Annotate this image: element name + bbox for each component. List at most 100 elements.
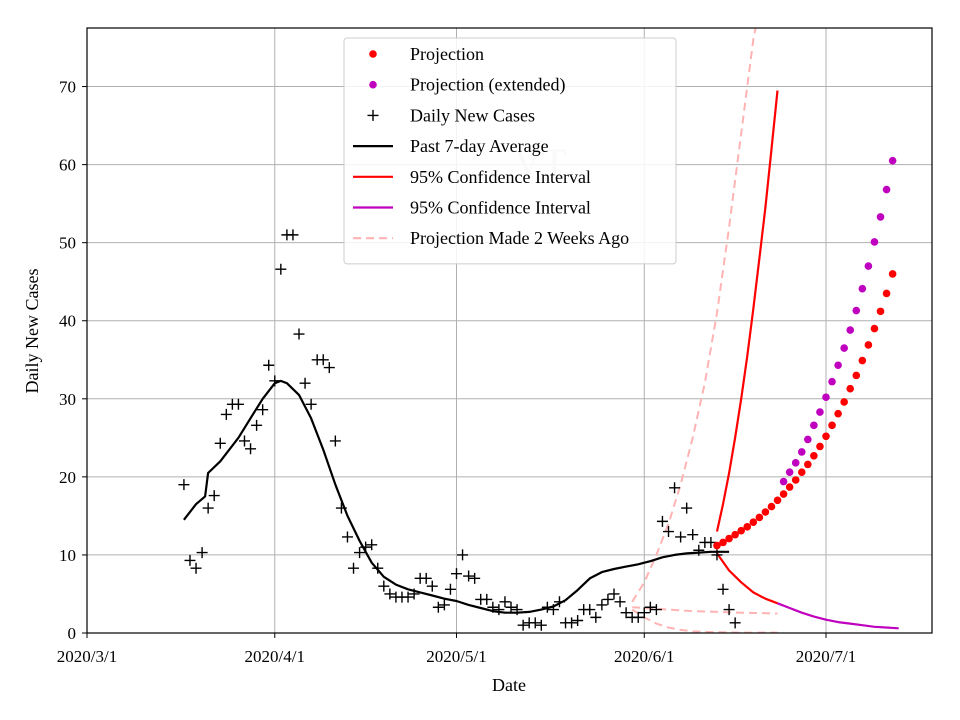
legend-box [343,37,677,265]
daily-case-marker [245,443,257,455]
old-projection-middle [632,606,778,615]
daily-case-marker [238,435,250,447]
projection-extended-point [804,435,812,444]
y-axis-label: Daily New Cases [22,269,42,394]
projection-extended-point [791,459,800,467]
daily-case-marker [517,619,529,631]
daily-case-marker [687,529,699,541]
daily-case-marker [511,604,523,616]
projection-point [719,538,727,547]
daily-case-marker [681,502,693,514]
daily-case-marker [723,604,735,616]
daily-case-marker [541,601,553,613]
projection-point [816,442,824,451]
daily-case-marker [656,515,668,527]
daily-case-marker [202,502,214,514]
projection-extended-point [828,377,836,386]
daily-case-marker [378,580,390,592]
projection-point [888,270,897,278]
daily-case-marker [711,549,723,561]
daily-case-marker [178,479,190,491]
daily-case-marker [596,599,608,611]
projection-point [870,324,879,333]
y-tick-label: 50 [59,234,76,253]
projection-point [846,384,855,393]
projection-point [858,356,867,365]
daily-case-marker [481,593,493,605]
x-tick-label: 2020/6/1 [614,647,674,666]
projection-extended-point [882,185,891,194]
daily-case-marker [251,419,263,431]
y-tick-label: 30 [59,390,76,409]
daily-case-marker [360,541,372,553]
projection-point [864,341,873,349]
projection-extended-point [834,361,842,370]
daily-case-marker [323,362,335,374]
daily-case-marker [214,437,226,449]
daily-case-marker [566,617,578,629]
daily-case-marker [444,583,456,595]
daily-case-marker [426,580,438,592]
daily-case-marker [450,568,462,580]
projection-point [767,502,776,511]
daily-case-marker [335,502,347,514]
daily-case-marker [614,596,626,608]
daily-case-marker [487,601,499,613]
daily-case-marker [705,536,717,548]
projection-point [755,513,764,522]
projection-point [779,490,788,498]
ci-purple-lower [777,602,899,630]
legend-label: Daily New Cases [410,105,535,125]
projection-extended-point [810,421,818,430]
daily-case-marker [535,619,547,631]
daily-case-marker [190,562,202,574]
projection-extended-point [840,344,848,352]
projection-extended-point [870,238,879,246]
daily-case-marker [602,593,614,605]
projection-point [725,534,733,543]
axis-ticks: 2020/3/1 2020/4/1 2020/5/1 2020/6/1 2020/7/1… [57,78,856,666]
projection-point [840,398,848,406]
daily-case-marker [469,572,481,584]
daily-case-marker [432,601,444,613]
daily-case-marker [457,549,469,561]
daily-case-marker [354,547,366,559]
daily-case-marker [420,572,432,584]
y-tick-label: 0 [68,624,77,643]
projection-extended-point [779,477,788,486]
daily-case-marker [438,599,450,611]
legend-label: Projection Made 2 Weeks Ago [410,228,629,248]
projection-point [761,508,770,516]
projection-point [797,468,806,476]
legend-label: 95% Confidence Interval [410,167,591,187]
ci-red-upper [715,90,779,532]
daily-case-marker [372,562,384,574]
daily-case-marker [275,263,287,275]
daily-case-marker [493,604,505,616]
daily-case-marker [402,591,414,603]
plot-series [178,28,899,633]
daily-case-marker [729,617,741,629]
daily-case-marker [384,588,396,600]
daily-case-marker [632,611,644,623]
projection-point [882,289,891,298]
legend: Projection Projection (extended) Daily New… [343,37,677,265]
daily-case-marker [572,615,584,627]
daily-case-marker [305,398,317,410]
daily-case-marker [650,604,662,616]
legend-marker [369,80,377,89]
projection-point [876,307,885,316]
daily-case-marker [184,554,196,566]
daily-case-marker [341,531,353,543]
projection-point [743,523,752,531]
daily-case-marker [638,607,650,619]
x-axis-label: Date [492,675,526,695]
x-tick-label: 2020/3/1 [57,647,117,666]
daily-case-marker [293,328,305,340]
projection-extended-point [876,213,885,221]
projection-point [828,421,836,430]
daily-case-marker [287,229,299,241]
projection-extended-point [797,448,806,456]
y-tick-label: 60 [59,156,76,175]
